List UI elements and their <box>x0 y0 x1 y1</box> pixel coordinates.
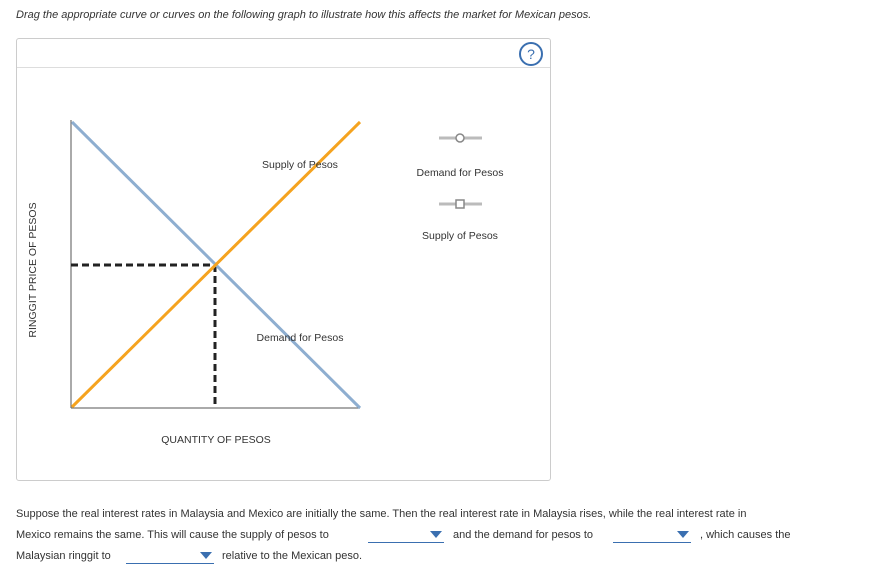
help-icon[interactable]: ? <box>519 42 543 66</box>
y-axis-label: RINGGIT PRICE OF PESOS <box>27 202 39 337</box>
palette-demand-handle[interactable] <box>455 133 465 143</box>
question-text: Mexico remains the same. This will cause… <box>16 529 329 541</box>
instruction: Drag the appropriate curve or curves on … <box>16 9 592 21</box>
palette-supply-handle[interactable] <box>455 199 465 209</box>
question-text: and the demand for pesos to <box>453 529 594 541</box>
supply-curve[interactable] <box>70 120 362 409</box>
supply-label: Supply of Pesos <box>262 159 338 171</box>
question-text: Suppose the real interest rates in Malay… <box>16 508 747 520</box>
dropdown[interactable] <box>126 549 214 564</box>
question-text: Malaysian ringgit to <box>16 550 111 562</box>
palette-label: Supply of Pesos <box>422 230 498 242</box>
question-text: , which causes the <box>700 529 791 541</box>
x-axis-label: QUANTITY OF PESOS <box>161 434 271 446</box>
palette-label: Demand for Pesos <box>417 167 504 179</box>
graph: RINGGIT PRICE OF PESOS Supply of Pesos D… <box>27 120 504 446</box>
demand-label: Demand for Pesos <box>257 332 344 344</box>
dropdown[interactable] <box>613 528 691 543</box>
divider <box>17 67 550 68</box>
question-text: relative to the Mexican peso. <box>222 550 363 562</box>
dropdown[interactable] <box>368 528 444 543</box>
graph-panel <box>16 38 551 481</box>
